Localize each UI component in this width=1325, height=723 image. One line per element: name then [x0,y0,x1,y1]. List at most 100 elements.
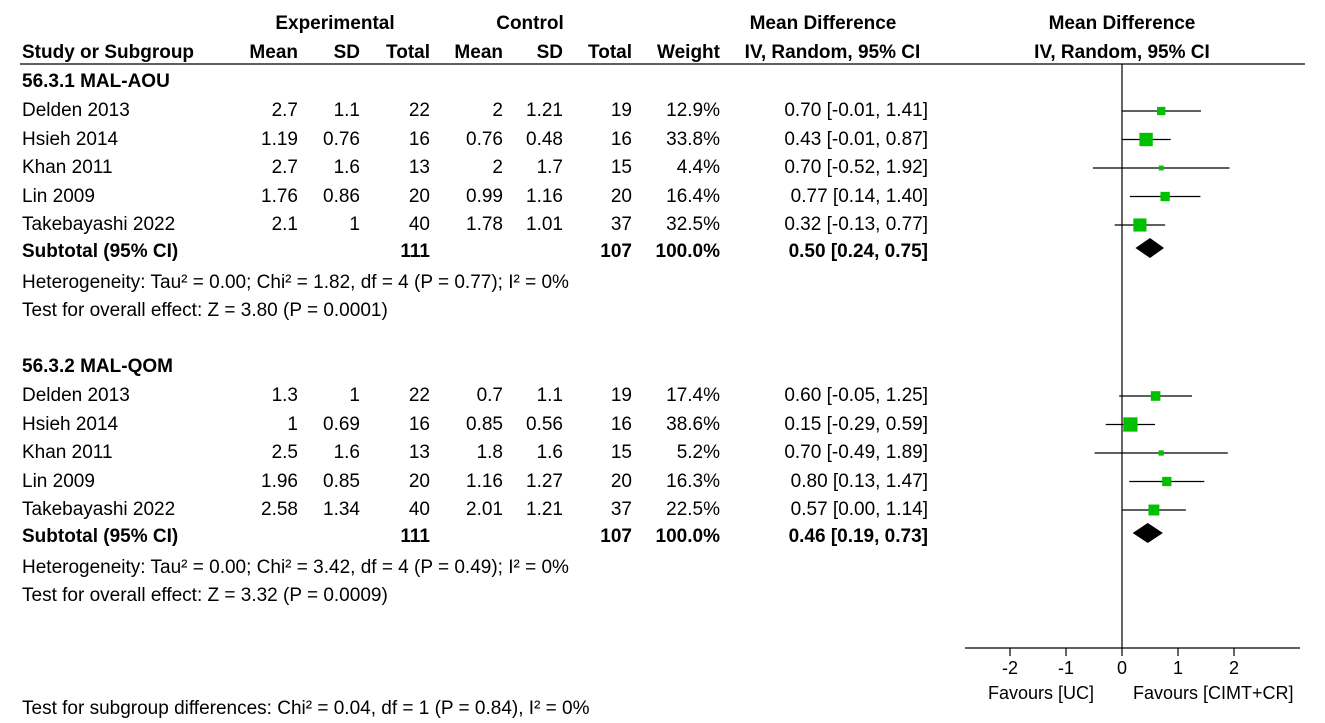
subtotal-label: Subtotal (95% CI) [22,241,179,262]
ctl-total: 15 [610,157,632,178]
exp-mean: 1 [287,413,298,435]
heterogeneity: Heterogeneity: Tau² = 0.00; Chi² = 1.82,… [22,272,569,293]
ctl-total: 16 [610,413,632,435]
exp-sd: 0.69 [323,413,360,435]
group-title: 56.3.2 MAL-QOM [22,356,173,377]
exp-mean: 2.5 [271,442,298,463]
weight: 33.8% [666,128,720,150]
header-mean-difference-table: Mean Difference [749,13,897,34]
study-marker [1158,450,1164,456]
subtotal-diamond [1132,523,1163,543]
exp-mean: 1.96 [261,470,298,492]
study-marker [1150,391,1161,401]
x-tick-label: 0 [1116,658,1127,678]
exp-mean: 2.58 [261,499,298,520]
weight: 12.9% [666,100,720,121]
subtotal-ctl-total: 107 [600,526,632,547]
ctl-mean: 1.16 [466,470,503,492]
study-name: Lin 2009 [22,185,95,207]
mean-difference-ci: 0.77 [0.14, 1.40] [790,185,928,207]
x-tick-label: -2 [1001,658,1018,678]
study-name: Takebayashi 2022 [22,499,176,520]
group-title: 56.3.1 MAL-AOU [22,71,170,92]
exp-total: 20 [408,470,430,492]
subtotal-weight: 100.0% [655,526,720,547]
ctl-sd: 1.21 [526,499,563,520]
favours-left-label: Favours [UC] [988,683,1095,703]
ctl-total: 19 [610,100,632,121]
study-marker [1157,106,1166,116]
overall-effect: Test for overall effect: Z = 3.32 (P = 0… [22,585,388,606]
exp-sd: 1.1 [333,100,360,121]
ctl-mean: 1.8 [476,442,503,463]
col-exp-total: Total [386,42,430,63]
subtotal-ctl-total: 107 [600,241,632,262]
exp-total: 16 [408,128,430,150]
study-name: Takebayashi 2022 [22,214,176,235]
study-name: Khan 2011 [22,442,113,463]
ctl-sd: 1.16 [526,185,563,207]
ctl-mean: 0.85 [466,413,503,435]
study-name: Hsieh 2014 [22,128,119,150]
study-marker [1158,165,1164,171]
mean-difference-ci: 0.15 [-0.29, 0.59] [784,413,928,435]
ctl-sd: 1.7 [536,157,563,178]
study-marker [1123,417,1138,432]
weight: 16.4% [666,185,720,207]
weight: 22.5% [666,499,720,520]
exp-total: 13 [408,442,430,463]
subtotal-weight: 100.0% [655,241,720,262]
exp-total: 40 [408,214,430,235]
exp-mean: 1.19 [261,128,298,150]
exp-total: 16 [408,413,430,435]
ctl-total: 16 [610,128,632,150]
overall-effect: Test for overall effect: Z = 3.80 (P = 0… [22,300,388,321]
col-exp-sd: SD [333,42,360,63]
weight: 4.4% [676,157,720,178]
ctl-mean: 0.99 [466,185,503,207]
exp-sd: 1 [349,214,360,235]
exp-mean: 1.3 [271,385,298,406]
weight: 17.4% [666,385,720,406]
study-name: Delden 2013 [22,385,130,406]
ctl-mean: 1.78 [466,214,503,235]
study-name: Khan 2011 [22,157,113,178]
study-name: Lin 2009 [22,470,95,492]
exp-mean: 2.1 [271,214,298,235]
col-ctl-sd: SD [536,42,563,63]
exp-total: 22 [408,100,430,121]
subtotal-ci: 0.50 [0.24, 0.75] [788,241,928,262]
ctl-total: 37 [610,499,632,520]
x-tick-label: 2 [1228,658,1239,678]
study-marker [1162,476,1172,487]
col-study: Study or Subgroup [22,42,195,63]
mean-difference-ci: 0.57 [0.00, 1.14] [790,499,928,520]
exp-mean: 2.7 [271,100,298,121]
exp-total: 22 [408,385,430,406]
x-tick-label: -1 [1057,658,1074,678]
ctl-mean: 0.76 [466,128,503,150]
weight: 16.3% [666,470,720,492]
col-exp-mean: Mean [249,42,298,63]
mean-difference-ci: 0.70 [-0.52, 1.92] [784,157,928,178]
ctl-mean: 2 [492,157,503,178]
ctl-total: 19 [610,385,632,406]
col-ci-method: IV, Random, 95% CI [744,42,921,63]
subtotal-exp-total: 111 [400,241,430,262]
exp-total: 40 [408,499,430,520]
study-name: Delden 2013 [22,100,130,121]
header-mean-difference-plot: Mean Difference [1048,13,1196,34]
col-weight: Weight [657,42,720,63]
mean-difference-ci: 0.70 [-0.01, 1.41] [784,100,928,121]
subtotal-label: Subtotal (95% CI) [22,526,179,547]
ctl-total: 20 [610,185,632,207]
subgroup-differences-test: Test for subgroup differences: Chi² = 0.… [22,698,590,719]
ctl-sd: 0.56 [526,413,563,435]
ctl-sd: 1.01 [526,214,563,235]
study-marker [1160,191,1170,202]
ctl-sd: 1.27 [526,470,563,492]
exp-sd: 1 [349,385,360,406]
subtotal-ci: 0.46 [0.19, 0.73] [788,526,928,547]
ctl-mean: 2 [492,100,503,121]
